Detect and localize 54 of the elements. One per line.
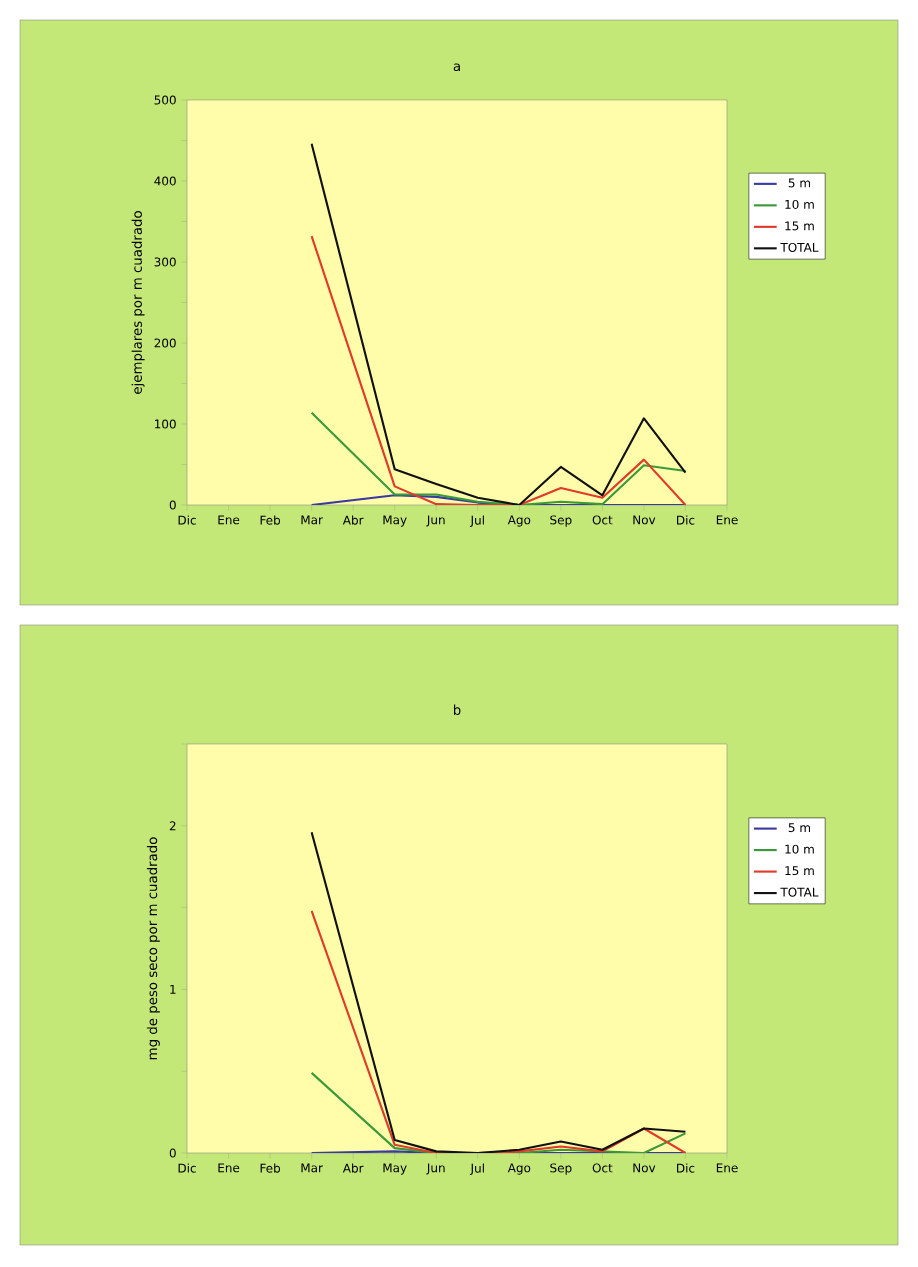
x-tick-label: Ago [507,515,531,527]
x-tick-label: Oct [592,515,613,525]
x-tick-label: Nov [633,1163,656,1173]
chart-title: a [453,63,460,72]
y-tick-label: 1 [170,985,176,994]
y-axis-title: mg de peso seco por m cuadrado [146,837,160,1060]
legend-label: 10 m [785,844,814,854]
legend-label: 5 m [788,178,810,188]
x-tick-label: Mar [301,515,323,525]
x-tick-label: May [383,1163,407,1175]
line-series [310,142,687,505]
x-tick-label: Ene [716,1163,738,1173]
x-tick-label: Feb [260,1163,281,1173]
x-tick-label: Ago [507,1163,531,1175]
x-tick-label: Dic [178,1163,196,1173]
x-tick-label: Feb [260,515,281,525]
y-tick-label: 400 [154,176,176,186]
legend-label: TOTAL [780,887,819,897]
line-series [310,831,687,1153]
x-tick-label: Sep [550,515,572,527]
x-tick-label: Jul [469,515,484,527]
y-axis-title: ejemplares por m cuadrado [131,211,145,394]
y-tick-label: 2 [169,821,176,831]
x-tick-label: Jun [426,515,445,527]
legend-label: 10 m [785,199,814,209]
chart-title: b [453,704,461,715]
y-tick-label: 100 [155,419,176,429]
y-tick-label: 200 [154,338,176,348]
x-tick-label: Dic [677,515,695,525]
x-tick-label: Dic [178,515,196,525]
x-tick-label: Dic [677,1163,695,1173]
x-tick-label: Ene [218,515,240,525]
line-series [310,411,687,505]
legend-label: 5 m [788,823,810,833]
y-tick-label: 300 [154,257,176,267]
x-tick-label: Nov [633,515,656,525]
legend-label: 15 m [785,866,814,876]
x-tick-label: Abr [342,1163,364,1173]
line-series [310,909,687,1153]
line-series [310,235,687,505]
legend-label: 15 m [785,221,814,231]
x-tick-label: Sep [550,1163,572,1175]
y-tick-label: 500 [154,95,176,105]
x-tick-label: Jun [426,1163,445,1175]
x-tick-label: Oct [592,1163,613,1173]
x-tick-label: Jul [469,1163,484,1175]
x-tick-label: Ene [716,515,738,525]
legend-label: TOTAL [780,242,819,252]
x-tick-label: Ene [218,1163,240,1173]
x-tick-label: May [383,515,407,527]
x-tick-label: Mar [301,1163,323,1173]
x-tick-label: Abr [342,515,364,525]
y-tick-label: 0 [169,500,176,510]
y-tick-label: 0 [169,1148,176,1158]
